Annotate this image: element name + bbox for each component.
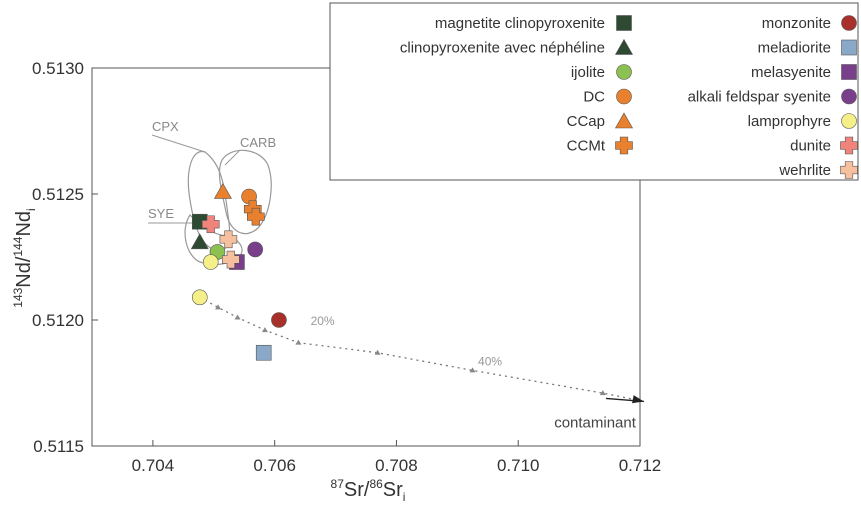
y-title-sup1: 143 [11,287,25,307]
legend: magnetite clinopyroxenite clinopyroxenite… [400,15,858,179]
legend-box [329,2,859,181]
mixing-step-marker [374,349,381,355]
x-title-main2: Sr [383,479,403,501]
carb-leader-line [224,149,241,166]
x-title-sup1: 87 [331,477,345,491]
cpx-field-label: CPX [152,119,179,134]
legend-marker-magnetite-clinopyroxenite [616,15,632,31]
cpx-leader-line [151,134,206,153]
monzonite-point [271,312,287,328]
legend-label-melasyenite: melasyenite [751,64,831,81]
contaminant-label: contaminant [554,414,637,431]
legend-marker-lamprophyre [841,113,857,129]
y-tick-label: 0.5125 [32,185,84,204]
mixing-percent-label: 40% [478,354,502,368]
x-tick-label: 0.704 [132,456,175,475]
legend-marker-melasyenite [841,64,857,80]
x-title-sub: i [403,490,406,504]
sye-field-label: SYE [148,206,174,221]
mixing-step-marker [469,367,476,373]
wehrlite-point [222,250,240,269]
legend-label-clinopyroxenite-avec-n-ph-line: clinopyroxenite avec néphéline [400,40,605,57]
y-title-main1: Nd/ [13,256,35,288]
contaminant-arrowhead [632,395,644,404]
mixing-step-marker [599,390,606,396]
legend-label-magnetite-clinopyroxenite: magnetite clinopyroxenite [435,15,605,32]
legend-label-meladiorite: meladiorite [758,40,831,57]
lamprophyre-point [191,289,208,306]
legend-marker-dc [616,88,632,105]
legend-marker-meladiorite [841,39,857,56]
y-tick-label: 0.5120 [32,311,84,330]
clinopyroxenite-avec-n-ph-line-point [190,233,209,250]
alkali-feldspar-syenite-point [247,241,263,258]
lamprophyre-point [202,254,219,270]
mixing-percent-label: 20% [311,314,335,328]
legend-marker-wehrlite [840,161,858,179]
legend-label-ccap: CCap [567,113,605,130]
wehrlite-point [219,230,238,249]
contaminant-arrow-line [605,397,644,403]
y-title-main2: Nd [13,211,35,237]
y-axis: 0.5115 0.5120 0.5125 0.5130 [32,59,98,456]
y-tick-label: 0.5130 [32,59,84,78]
y-title-sub: i [24,208,38,211]
x-tick-label: 0.710 [497,456,540,475]
x-axis-title: 87Sr/86Sri [331,477,406,504]
legend-label-monzonite: monzonite [762,15,831,32]
ccap-point [213,182,232,199]
legend-marker-ccmt [615,136,633,155]
x-axis: 0.704 0.706 0.708 0.710 0.712 [132,440,662,475]
legend-label-lamprophyre: lamprophyre [748,113,831,130]
mixing-step-marker [295,339,302,345]
y-axis-title: 143Nd/144Ndi [11,208,38,307]
legend-marker-monzonite [841,15,857,31]
legend-label-ccmt: CCMt [567,138,606,155]
legend-label-wehrlite: wehrlite [778,162,831,179]
mixing-step-marker [215,304,222,310]
legend-label-ijolite: ijolite [571,64,605,81]
x-tick-label: 0.708 [375,456,418,475]
legend-marker-clinopyroxenite-avec-n-ph-line [614,38,634,55]
y-title-sup2: 144 [11,236,25,256]
mixing-step-marker [234,314,241,320]
carb-field-label: CARB [240,135,276,150]
legend-marker-dunite [840,136,858,155]
y-tick-label: 0.5115 [33,437,84,456]
legend-marker-alkali-feldspar-syenite [841,88,857,105]
dunite-point [201,215,220,234]
legend-label-dunite: dunite [790,138,831,155]
x-title-main1: Sr/ [344,479,370,501]
ccmt-point [246,207,265,226]
mixing-step-marker [261,327,268,333]
legend-label-alkali-feldspar-syenite: alkali feldspar syenite [688,89,831,106]
mixing-curve-group: 20% 40% contaminant [199,296,644,431]
data-points [190,182,287,361]
legend-marker-ccap [614,112,634,129]
meladiorite-point [255,344,272,361]
x-title-sup2: 86 [369,477,383,491]
legend-marker-ijolite [616,64,632,80]
x-tick-label: 0.712 [619,456,662,475]
x-tick-label: 0.706 [253,456,296,475]
legend-label-dc: DC [583,89,605,106]
